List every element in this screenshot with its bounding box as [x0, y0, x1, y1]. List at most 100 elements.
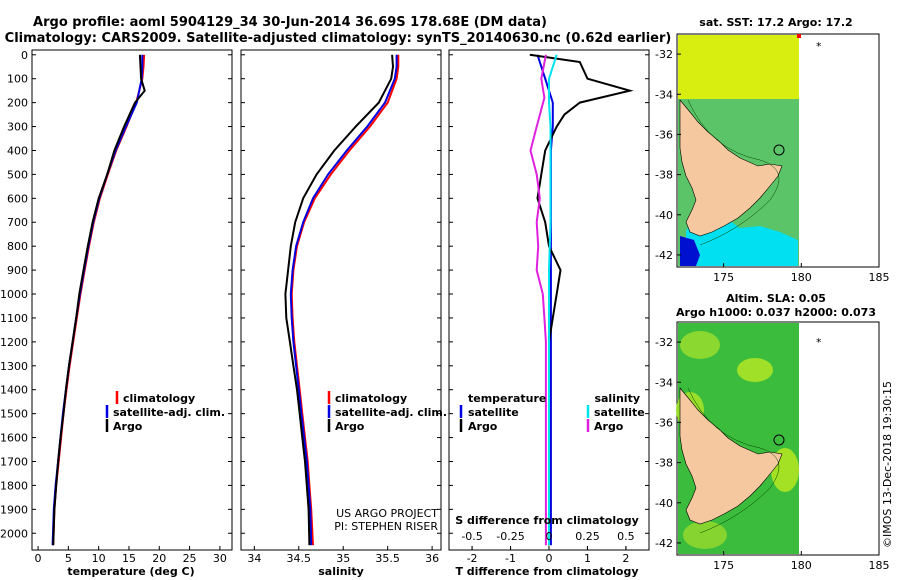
depth-label: 1100: [0, 312, 28, 325]
salinity-x-tick-label: 35: [336, 552, 350, 565]
depth-label: 400: [7, 144, 28, 157]
depth-label: 1300: [0, 360, 28, 373]
map-y-tick-label: -34: [655, 376, 673, 389]
difference-s-tick-label: 0: [546, 530, 553, 543]
salinity-x-ticks: 34 34.5 35 35.5 36: [247, 546, 439, 565]
temperature-x-ticks: 0 5 10 15 20 25 30: [35, 546, 227, 565]
legend-temperature-title: temperature: [468, 392, 546, 405]
temperature-x-tick-label: 25: [183, 552, 197, 565]
sst-bathymetry-contour: [687, 99, 780, 246]
header-line-1: Argo profile: aoml 5904129_34 30-Jun-201…: [33, 15, 547, 30]
series-argo: [52, 54, 146, 546]
legend-climatology-label: climatology: [123, 392, 195, 405]
difference-t-tick-label: 1: [584, 552, 591, 565]
series-argo: [284, 54, 395, 546]
map-y-tick-label: -38: [655, 169, 673, 182]
sla-argo-location-marker: [773, 434, 785, 446]
depth-label: 300: [7, 121, 28, 134]
legend-argo-label: Argo: [113, 420, 143, 433]
map-x-tick-label: 180: [791, 559, 812, 572]
copyright-stamp: ©IMOS 13-Dec-2018 19:30:15: [881, 381, 894, 548]
map-y-tick-label: -40: [655, 497, 673, 510]
salinity-series: [284, 54, 400, 546]
sla-map: *: [676, 321, 880, 556]
temperature-panel-frame: [31, 49, 233, 551]
difference-t-tick-label: -2: [467, 552, 478, 565]
s-difference-title: S difference from climatology: [455, 514, 639, 527]
sst-argo-location-marker: [773, 144, 785, 156]
temperature-series: [51, 54, 146, 546]
salinity-x-tick-label: 34: [247, 552, 261, 565]
sst-land: [679, 99, 783, 237]
difference-t-ticks: -2 -1 0 1 2: [467, 546, 629, 565]
credit-project: US ARGO PROJECT: [336, 507, 438, 520]
map-y-tick-label: -36: [655, 128, 673, 141]
depth-label: 1500: [0, 408, 28, 421]
difference-x-label: T difference from climatology: [455, 565, 638, 578]
depth-label: 1600: [0, 432, 28, 445]
legend-s-satellite-label: satellite: [594, 406, 645, 419]
sla-x-ticks: 175 180 185: [713, 551, 890, 572]
sla-star-marker: *: [816, 336, 822, 349]
difference-s-tick-label: -0.25: [496, 530, 524, 543]
sla-y-ticks: -32 -34 -36 -38 -40 -42: [655, 336, 681, 550]
difference-legend: temperature salinity satellite Argo sate…: [459, 392, 645, 433]
legend-salinity-title: salinity: [594, 392, 640, 405]
salinity-panel-frame: [240, 49, 442, 551]
series-salinity-argo: [529, 54, 547, 546]
sst-map: *: [676, 33, 880, 268]
sst-y-ticks: -32 -34 -36 -38 -40 -42: [655, 48, 681, 262]
difference-series: [529, 53, 634, 546]
series-climatology: [52, 54, 146, 546]
map-x-tick-label: 185: [869, 271, 890, 284]
map-x-tick-label: 175: [713, 559, 734, 572]
sla-anomaly-5: [683, 521, 727, 549]
map-y-tick-label: -38: [655, 457, 673, 470]
depth-label: 1400: [0, 384, 28, 397]
sla-anomaly-1: [680, 331, 720, 359]
salinity-x-tick-label: 35.5: [375, 552, 400, 565]
legend-satellite-clim-label: satellite-adj. clim.: [113, 406, 225, 419]
temperature-x-tick-label: 15: [122, 552, 136, 565]
depth-label: 1000: [0, 288, 28, 301]
depth-label: 1800: [0, 479, 28, 492]
sla-bathymetry-contour: [687, 387, 780, 534]
depth-label: 800: [7, 240, 28, 253]
salinity-x-tick-label: 36: [425, 552, 439, 565]
map-x-tick-label: 185: [869, 559, 890, 572]
temperature-x-tick-label: 0: [35, 552, 42, 565]
depth-label: 100: [7, 73, 28, 86]
map-y-tick-label: -36: [655, 416, 673, 429]
temperature-x-tick-label: 10: [92, 552, 106, 565]
salinity-x-tick-label: 34.5: [287, 552, 312, 565]
map-y-tick-label: -32: [655, 48, 673, 61]
credit-pi: PI: STEPHEN RISER: [334, 520, 438, 533]
depth-label: 500: [7, 168, 28, 181]
sal-legend-climatology-label: climatology: [335, 392, 407, 405]
sst-map-title: sat. SST: 17.2 Argo: 17.2: [699, 16, 852, 29]
sla-land: [679, 387, 783, 525]
difference-t-tick-label: 0: [546, 552, 553, 565]
map-y-tick-label: -42: [655, 249, 673, 262]
depth-label: 600: [7, 192, 28, 205]
difference-s-tick-label: 0.25: [575, 530, 600, 543]
salinity-legend: climatology satellite-adj. clim. Argo: [327, 391, 447, 433]
sal-legend-satellite-clim-label: satellite-adj. clim.: [335, 406, 447, 419]
sst-star-marker: *: [816, 40, 822, 53]
temperature-x-label: temperature (deg C): [67, 565, 194, 578]
temperature-x-tick-label: 20: [152, 552, 166, 565]
difference-s-tick-label: -0.5: [461, 530, 482, 543]
sst-warm-band: [678, 35, 799, 99]
depth-label: 1900: [0, 503, 28, 516]
depth-label: 200: [7, 97, 28, 110]
map-x-tick-label: 175: [713, 271, 734, 284]
sla-anomaly-2: [737, 358, 773, 382]
difference-t-tick-label: 2: [622, 552, 629, 565]
sst-x-ticks: 175 180 185: [713, 263, 890, 284]
sst-corner-marker: [797, 34, 801, 38]
sla-map-title-2: Argo h1000: 0.037 h2000: 0.073: [676, 306, 876, 319]
depth-label: 1200: [0, 336, 28, 349]
sla-map-title-1: Altim. SLA: 0.05: [726, 292, 826, 305]
header-line-2: Climatology: CARS2009. Satellite-adjuste…: [5, 31, 672, 46]
